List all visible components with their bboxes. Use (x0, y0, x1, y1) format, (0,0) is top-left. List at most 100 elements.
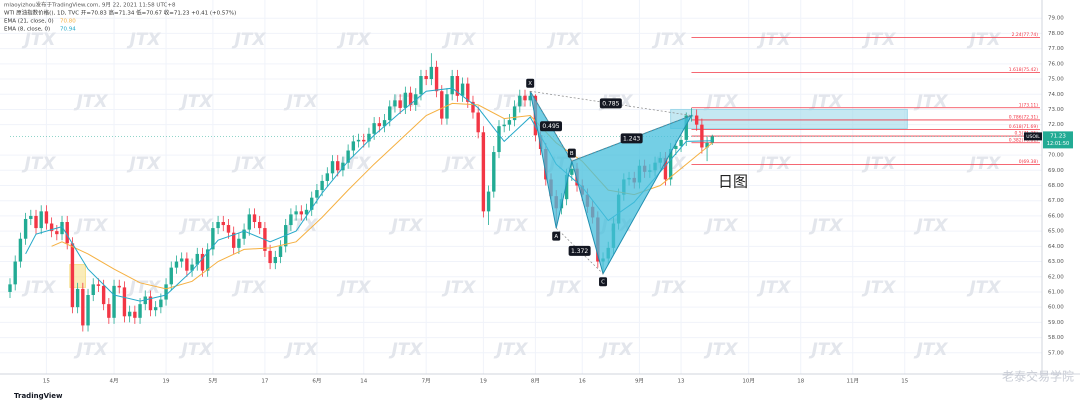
watermark: JTX (21, 154, 56, 174)
y-tick-label: 79.00 (1048, 16, 1064, 22)
candle-body (18, 238, 23, 262)
candle-body (294, 211, 298, 215)
candle-body (174, 261, 179, 268)
watermark: JTX (178, 340, 213, 360)
candle-body (304, 209, 309, 215)
y-tick-label: 63.00 (1048, 259, 1064, 265)
candle-body (372, 123, 376, 134)
watermark: JTX (493, 340, 528, 360)
candle-body (351, 141, 356, 151)
ratio-label: 0.785 (602, 100, 619, 107)
candle-body (356, 139, 361, 142)
point-box (567, 148, 576, 158)
x-tick-label: 15 (901, 379, 908, 385)
candle-body (502, 124, 506, 127)
candle-body (512, 106, 517, 121)
candle-body (216, 222, 220, 229)
candle-body (278, 246, 283, 257)
candle-body (252, 214, 257, 222)
candle-body (564, 174, 569, 200)
candle-body (138, 304, 142, 318)
x-tick-label: 4月 (110, 378, 119, 385)
x-tick-label: 13 (678, 379, 685, 385)
legend-name: EMA (8, close, 0) (4, 27, 50, 33)
watermark: JTX (756, 30, 791, 50)
candle-body (486, 191, 491, 212)
candle-body (164, 284, 168, 300)
grid (0, 0, 1042, 374)
watermark: JTX (231, 278, 266, 298)
candle-body (185, 258, 189, 271)
candle-body (122, 287, 127, 317)
candle-body (476, 112, 480, 133)
x-tick-label: 15 (43, 379, 50, 385)
watermark: JTX (126, 278, 161, 298)
ratio-label: 0.495 (542, 123, 559, 130)
watermark: JTX (493, 216, 528, 236)
legend-value: 70.94 (60, 27, 76, 33)
x-tick-label: 18 (797, 379, 804, 385)
ratio-box (568, 245, 591, 256)
candle-body (429, 66, 434, 80)
candle-body (367, 133, 371, 142)
candle-body (23, 218, 28, 239)
watermark: JTX (178, 92, 213, 112)
y-tick-label: 60.00 (1048, 305, 1064, 311)
point-box (526, 78, 535, 88)
watermark: JTX (546, 30, 581, 50)
watermark: JTX (231, 30, 266, 50)
candle-body (408, 92, 413, 105)
x-tick-label: 19 (163, 379, 170, 385)
candle-body (700, 124, 704, 148)
watermark: JTX (651, 30, 686, 50)
candle-body (169, 267, 173, 285)
watermark: JTX (336, 154, 371, 174)
y-tick-label: 75.00 (1048, 77, 1064, 83)
x-tick-label: 10月 (742, 378, 755, 385)
watermark: JTX (966, 278, 1001, 298)
candle-body (674, 145, 678, 149)
y-tick-label: 62.00 (1048, 274, 1064, 280)
candle-body (112, 285, 116, 318)
candle-body (211, 228, 215, 250)
candle-body (497, 126, 501, 153)
watermark: JTX (756, 278, 791, 298)
ohlc-legend: WTI 原油指数价格(), 1D, TVC 开=70.83 高=71.34 低=… (4, 9, 236, 17)
corner-mark: 老泰交易学院 (1002, 369, 1074, 384)
y-tick-label: 61.00 (1048, 289, 1064, 295)
header: mlaoyizhou发布于TradingView.com, 9月 22, 202… (4, 1, 176, 9)
candle-body (44, 211, 49, 224)
candle-body (237, 238, 241, 248)
watermark: JTX (651, 278, 686, 298)
candle-body (96, 284, 101, 286)
candle-body (242, 229, 246, 239)
candle-body (398, 100, 402, 108)
plot: 2.24(77.74) 1.618(75.42) 1(73.11) 0.786(72.… (8, 32, 1042, 332)
y-tick-label: 78.00 (1048, 31, 1064, 37)
candle-body (107, 304, 111, 318)
watermark: JTX (231, 154, 266, 174)
watermark: JTX (283, 340, 318, 360)
watermark: JTX (808, 340, 843, 360)
candle-body (481, 132, 486, 212)
candle-body (299, 211, 304, 215)
candle-body (528, 95, 532, 101)
watermark: JTX (861, 154, 896, 174)
watermark: JTX (441, 278, 476, 298)
y-tick-label: 68.00 (1048, 183, 1064, 189)
candle-body (330, 161, 335, 174)
candle-body (226, 225, 231, 233)
watermark: JTX (441, 30, 476, 50)
y-tick-label: 65.00 (1048, 229, 1064, 235)
candle-body (523, 95, 527, 101)
fib-label: 2.24(77.74) (1012, 32, 1039, 38)
candle-body (13, 261, 17, 285)
candle-body (231, 232, 236, 248)
x-tick-label: 8月 (531, 378, 540, 385)
point-label: B (570, 151, 574, 157)
candle-body (341, 162, 345, 171)
candle-body (75, 288, 80, 308)
